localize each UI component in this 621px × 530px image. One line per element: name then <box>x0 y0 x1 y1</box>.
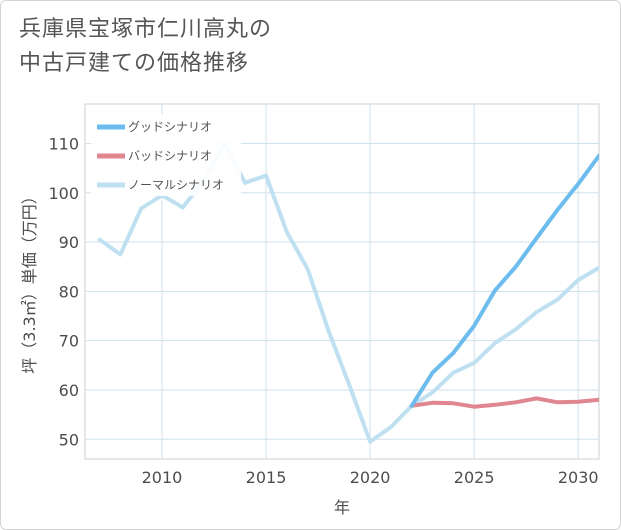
y-tick-label: 80 <box>59 282 79 301</box>
x-tick-label: 2015 <box>246 468 287 487</box>
chart-title-line-1: 兵庫県宝塚市仁川高丸の <box>19 17 273 42</box>
x-tick-label: 2025 <box>454 468 495 487</box>
y-tick-label: 50 <box>59 430 79 449</box>
x-tick-label: 2030 <box>558 468 599 487</box>
chart-title-line-2: 中古戸建ての価格推移 <box>19 51 250 76</box>
axis-ticks: 2010 2015 2020 2025 2030 50 60 70 80 90 100 110 <box>48 134 598 487</box>
x-axis-title: 年 <box>334 498 350 517</box>
series-line-bad <box>409 396 599 409</box>
y-tick-label: 100 <box>48 184 79 203</box>
legend-item-good[interactable]: グッドシナリオ <box>97 120 212 134</box>
x-tick-label: 2020 <box>350 468 391 487</box>
legend-item-normal[interactable]: ノーマルシナリオ <box>97 178 224 192</box>
chart-title: 兵庫県宝塚市仁川高丸の 中古戸建ての価格推移 <box>19 13 579 81</box>
legend-item-bad[interactable]: バッドシナリオ <box>97 149 212 163</box>
legend-label-bad: バッドシナリオ <box>128 149 212 163</box>
chart-legend: グッドシナリオ バッドシナリオ ノーマルシナリオ <box>91 114 241 196</box>
y-tick-label: 110 <box>48 134 79 153</box>
series-line-normal <box>97 141 599 444</box>
series-line-good <box>409 153 599 408</box>
series-lines <box>97 141 599 444</box>
legend-label-good: グッドシナリオ <box>128 120 212 134</box>
legend-label-normal: ノーマルシナリオ <box>128 178 224 192</box>
y-tick-label: 60 <box>59 381 79 400</box>
x-tick-label: 2010 <box>142 468 183 487</box>
y-tick-label: 90 <box>59 233 79 252</box>
grid-lines <box>85 104 599 459</box>
y-tick-label: 70 <box>59 332 79 351</box>
y-axis-title: 坪（3.3㎡）単価（万円） <box>20 188 39 373</box>
